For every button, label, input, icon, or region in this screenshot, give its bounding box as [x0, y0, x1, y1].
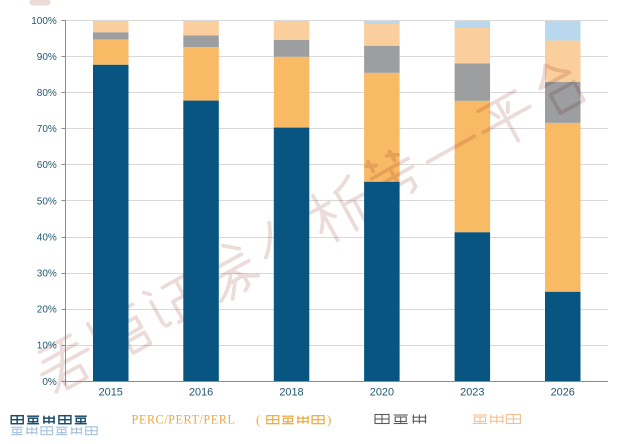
svg-text:20%: 20%: [37, 305, 57, 316]
svg-text:80%: 80%: [37, 88, 57, 99]
svg-text:70%: 70%: [37, 124, 57, 135]
svg-text:90%: 90%: [37, 52, 57, 63]
svg-text:100%: 100%: [31, 16, 57, 27]
svg-text:2026: 2026: [551, 387, 575, 399]
svg-text:60%: 60%: [37, 160, 57, 171]
svg-text:2016: 2016: [189, 387, 213, 399]
svg-text:2015: 2015: [99, 387, 123, 399]
svg-text:30%: 30%: [37, 269, 57, 280]
svg-text:(: (: [256, 412, 260, 427]
svg-text:PERC/PERT/PERL: PERC/PERT/PERL: [132, 412, 236, 426]
svg-text:50%: 50%: [37, 196, 57, 207]
svg-text:): ): [327, 412, 331, 427]
svg-text:2018: 2018: [279, 387, 303, 399]
svg-text:2020: 2020: [370, 387, 394, 399]
svg-text:10%: 10%: [37, 341, 57, 352]
svg-text:2023: 2023: [460, 387, 484, 399]
svg-text:40%: 40%: [37, 232, 57, 243]
svg-text:0%: 0%: [42, 377, 57, 388]
